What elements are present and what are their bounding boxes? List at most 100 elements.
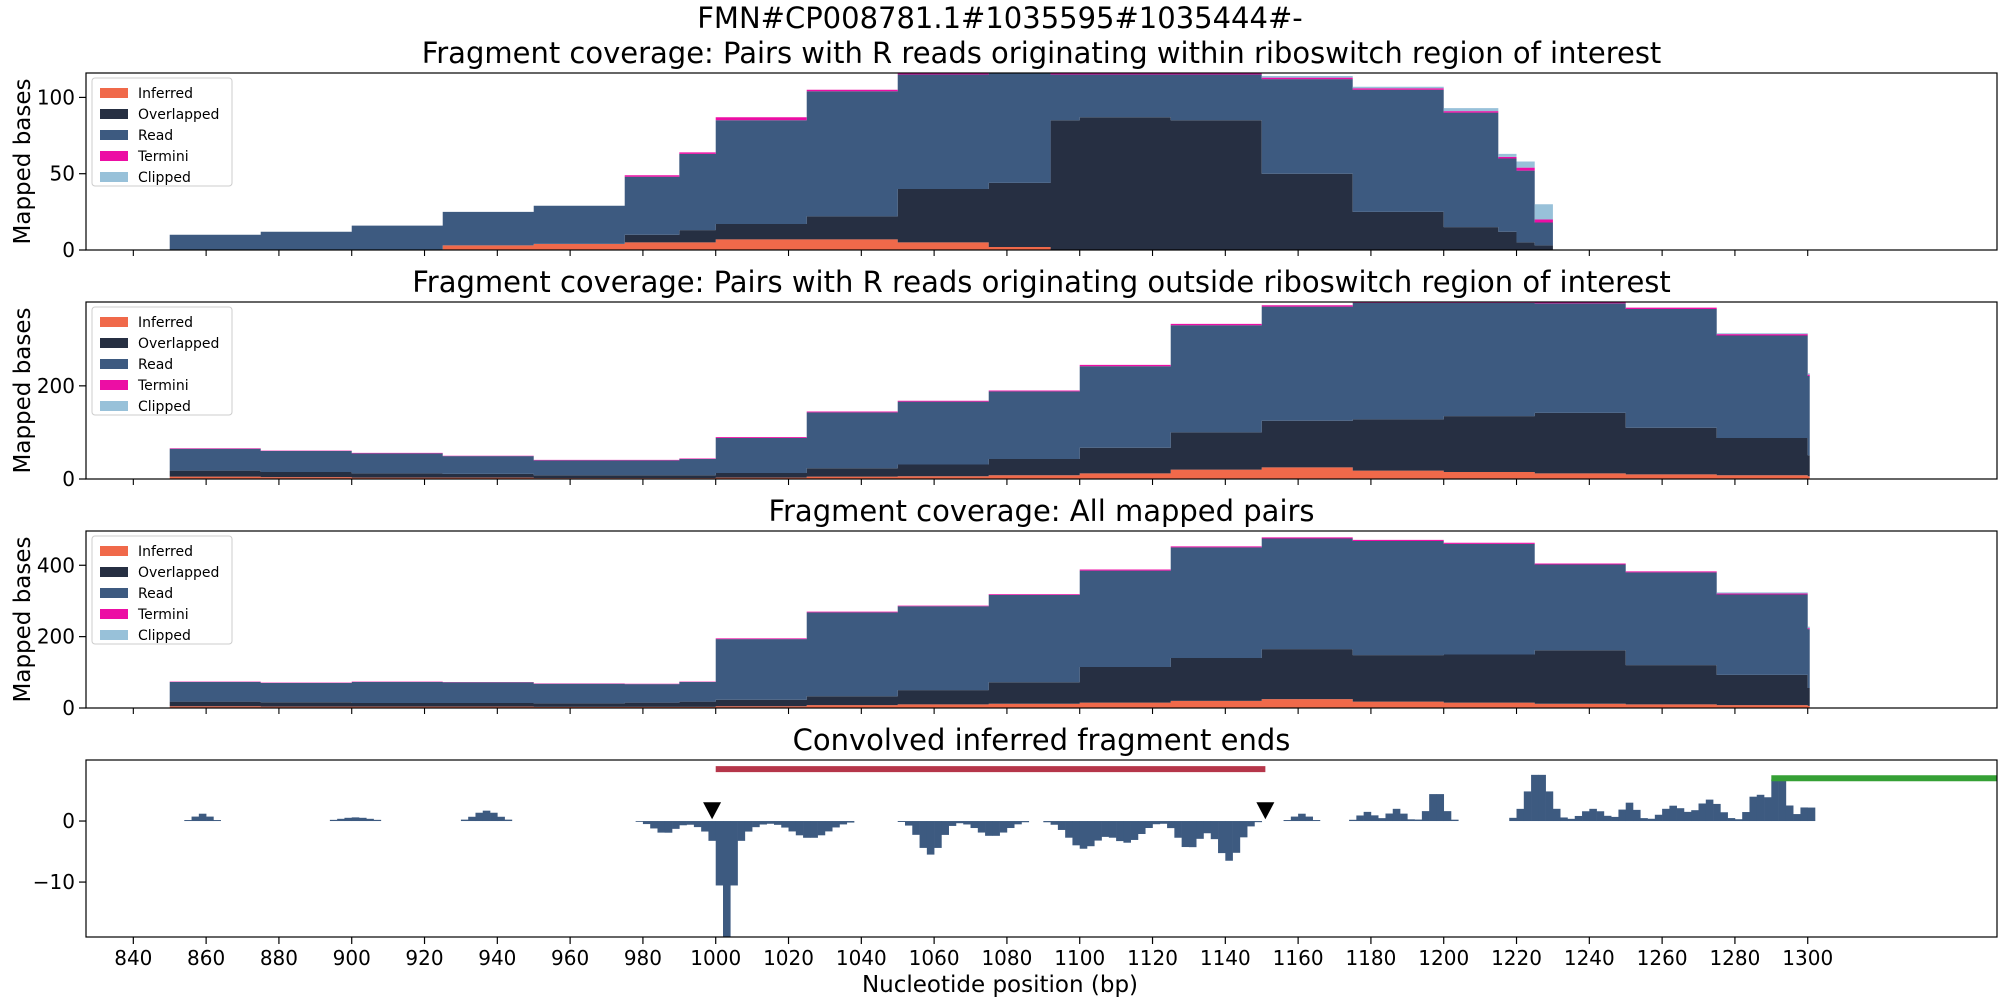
signal-bar: [1662, 808, 1670, 822]
x-tick-label: 1180: [1345, 946, 1396, 970]
signal-bar: [1800, 807, 1809, 822]
signal-bar: [1705, 799, 1714, 822]
signal-bar: [213, 820, 221, 822]
signal-bar: [919, 821, 928, 848]
signal-bar: [926, 821, 935, 855]
signal-bar: [1523, 791, 1532, 822]
signal-bar: [824, 821, 833, 832]
signal-bar: [977, 821, 986, 833]
signal-bar: [730, 821, 738, 886]
series-inferred: [169, 239, 1555, 250]
signal-bar: [1509, 817, 1517, 822]
legend: Inferred Overlapped Read Termini Clipped: [91, 77, 233, 187]
legend-label-read: Read: [138, 357, 173, 373]
signal-bar: [1239, 821, 1248, 838]
signal-bar: [1560, 817, 1568, 822]
signal-bar: [1014, 821, 1022, 825]
signal-bar: [1043, 821, 1051, 823]
signal-bar: [1116, 821, 1124, 842]
plot-area: [169, 302, 1810, 479]
legend-label-overlapped: Overlapped: [138, 107, 219, 123]
panel-title: Fragment coverage: Pairs with R reads or…: [422, 36, 1662, 70]
signal-bar: [1218, 821, 1226, 854]
signal-bar: [737, 821, 746, 841]
signal-bar: [1538, 774, 1546, 822]
signal-bar: [773, 821, 782, 825]
signal-bar: [788, 821, 797, 832]
legend-swatch-overlapped: [100, 338, 128, 348]
signal-bar: [1254, 821, 1263, 823]
legend-swatch-inferred: [100, 317, 128, 327]
signal-bar: [1567, 818, 1576, 822]
signal-bar: [1793, 814, 1801, 822]
legend-label-clipped: Clipped: [138, 628, 191, 644]
signal-bar: [1385, 813, 1394, 822]
signal-bar: [1305, 816, 1313, 822]
signal-bar: [1785, 805, 1794, 822]
signal-bar: [1400, 813, 1408, 822]
x-tick-label: 1220: [1491, 946, 1542, 970]
x-tick-label: 1200: [1418, 946, 1469, 970]
series-read: [169, 73, 1555, 250]
signal-bar: [1108, 821, 1117, 838]
figure-title: FMN#CP008781.1#1035595#1035444#-: [697, 1, 1302, 35]
y-tick-label: −10: [33, 870, 75, 894]
signal-bar: [329, 819, 338, 822]
legend-swatch-overlapped: [100, 109, 128, 119]
x-tick-label: 940: [478, 946, 516, 970]
signal-bar: [1552, 808, 1561, 822]
panel-title: Fragment coverage: All mapped pairs: [768, 494, 1314, 528]
signal-bar: [1640, 818, 1648, 822]
signal-bar: [955, 821, 964, 824]
plot-area: [169, 537, 1810, 708]
signal-bar: [1720, 812, 1728, 822]
x-tick-label: 1020: [763, 946, 814, 970]
signal-bar: [1451, 819, 1459, 822]
signal-bar: [1414, 819, 1423, 822]
signal-bar: [999, 821, 1008, 833]
series-overlapped: [169, 117, 1555, 250]
signal-bar: [482, 810, 491, 822]
x-tick-label: 1240: [1564, 946, 1615, 970]
signal-bar: [1633, 809, 1641, 822]
panel-2: Fragment coverage: Pairs with R reads or…: [10, 265, 1998, 491]
signal-bar: [460, 819, 469, 822]
panel-frame: [85, 72, 1998, 251]
panel-title: Fragment coverage: Pairs with R reads or…: [412, 265, 1671, 299]
signal-bar: [1611, 816, 1619, 822]
signal-bar: [679, 821, 687, 826]
x-tick-label: 920: [405, 946, 443, 970]
legend-label-inferred: Inferred: [138, 315, 193, 331]
legend-swatch-termini: [100, 151, 128, 161]
signal-bar: [715, 821, 724, 886]
signal-bar: [781, 821, 789, 828]
signal-bar: [701, 821, 709, 832]
panel-3: Fragment coverage: All mapped pairs Infer…: [10, 494, 1998, 720]
signal-bar: [1647, 818, 1656, 822]
signal-bar: [1087, 821, 1095, 847]
signal-bar: [1130, 821, 1139, 840]
panel-frame: [85, 530, 1998, 709]
series-overlapped: [169, 649, 1810, 707]
signal-bar: [1443, 811, 1452, 822]
y-tick-label: 0: [62, 238, 75, 262]
signal-bar: [1378, 818, 1386, 822]
x-tick-label: 1160: [1273, 946, 1324, 970]
signal-bar: [723, 821, 731, 937]
legend: Inferred Overlapped Read Termini Clipped: [91, 535, 233, 645]
signal-bar: [1749, 796, 1758, 822]
signal-bar: [206, 816, 214, 822]
signal-bar: [642, 821, 651, 825]
signal-bar: [766, 821, 775, 824]
series-inferred: [169, 699, 1810, 708]
signal-bar: [504, 819, 513, 822]
signal-bar: [1713, 803, 1721, 822]
signal-bar: [839, 821, 848, 825]
signal-bar: [1370, 815, 1379, 822]
signal-bar: [490, 812, 498, 822]
legend-swatch-clipped: [100, 172, 128, 182]
signal-bar: [359, 817, 367, 822]
signal-bar: [1123, 821, 1131, 843]
signal-bar: [795, 821, 804, 836]
